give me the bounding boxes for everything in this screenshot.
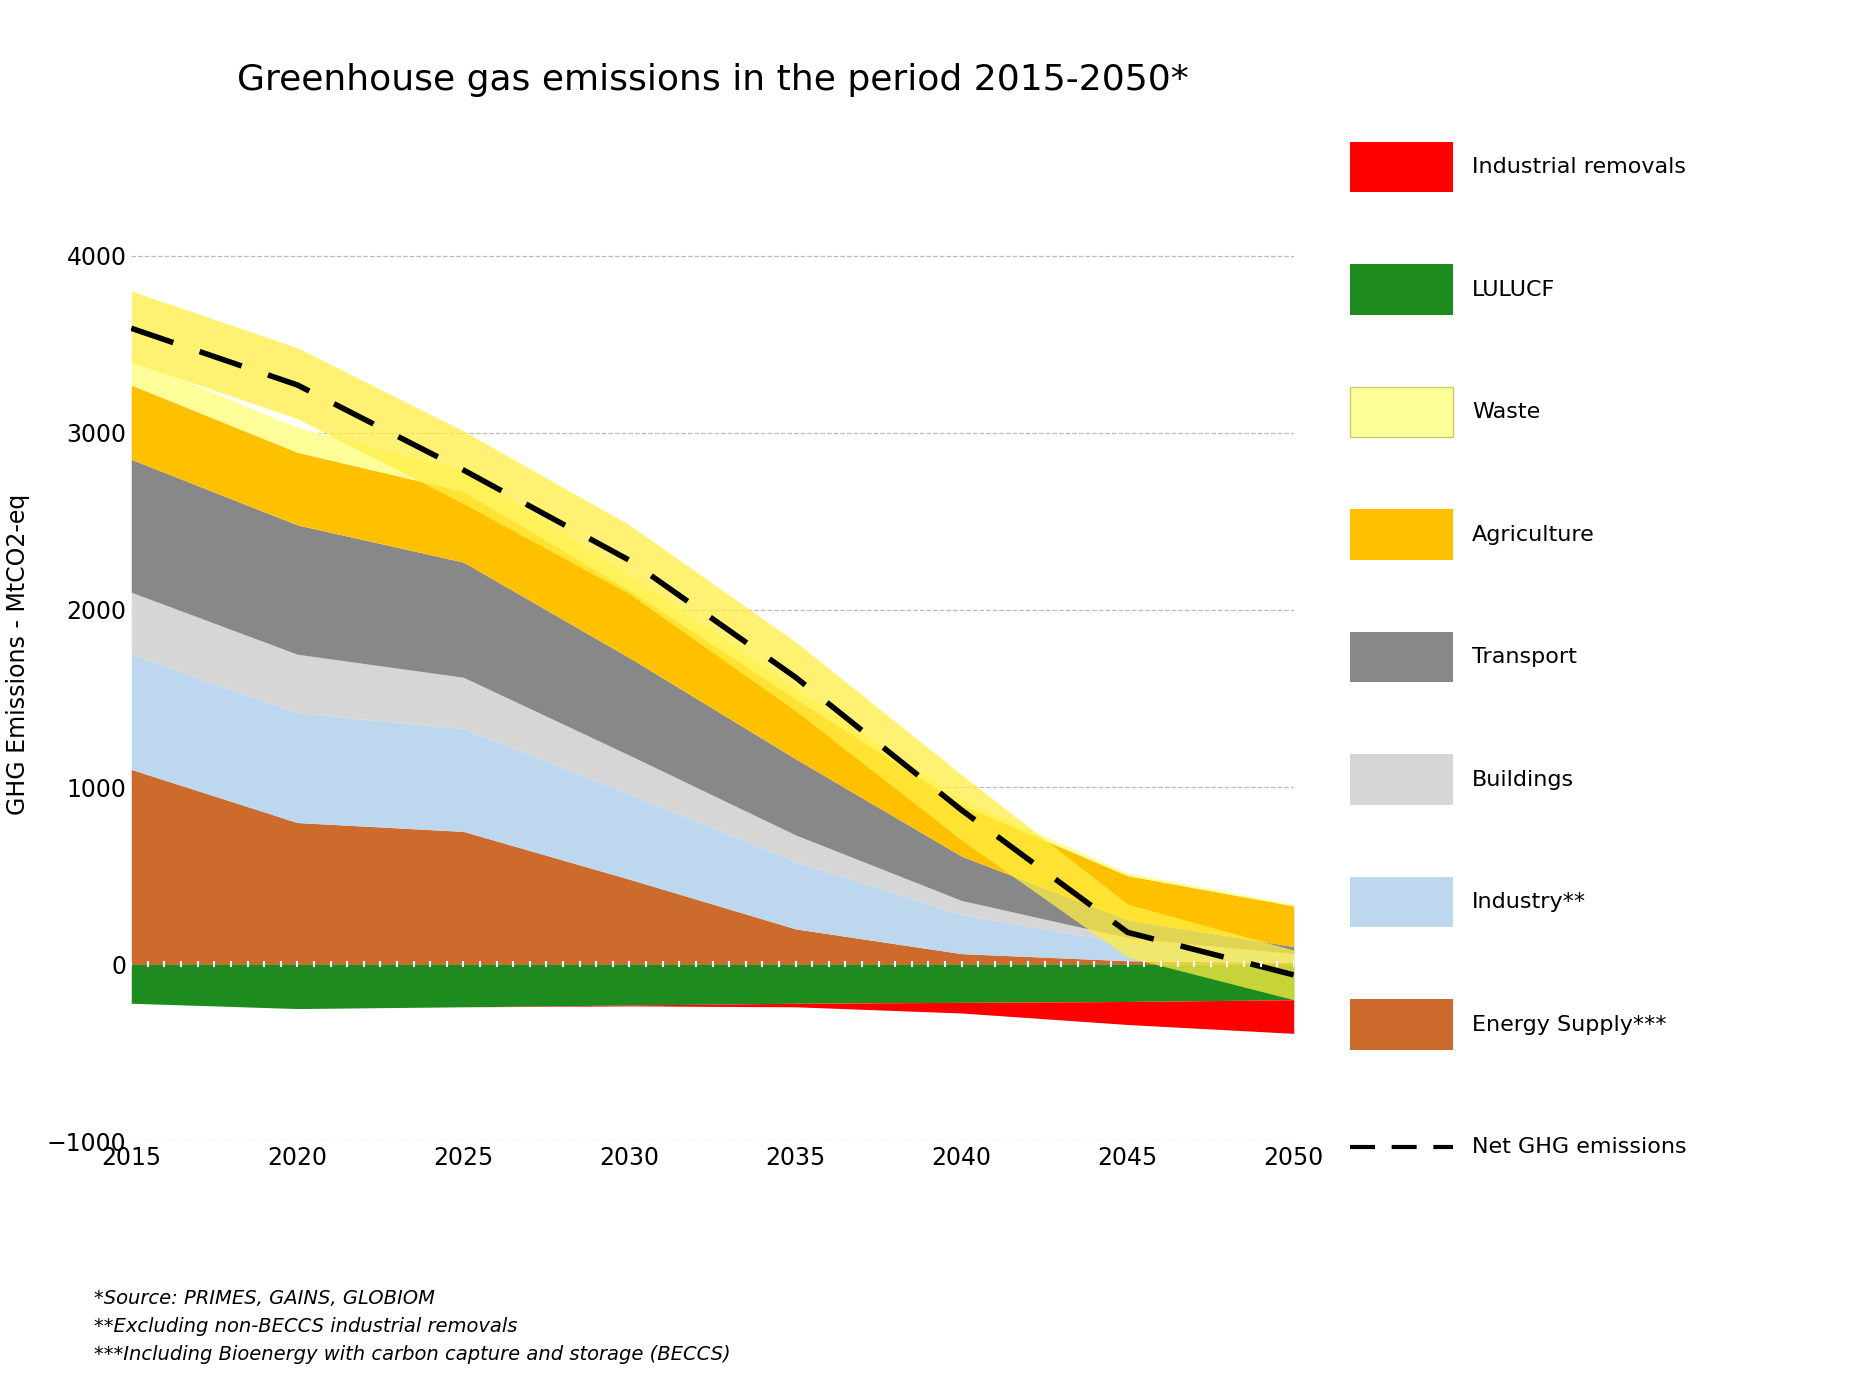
Text: *Source: PRIMES, GAINS, GLOBIOM
**Excluding non-BECCS industrial removals
***Inc: *Source: PRIMES, GAINS, GLOBIOM **Exclud…: [94, 1289, 731, 1364]
Text: Agriculture: Agriculture: [1472, 525, 1594, 544]
Text: Waste: Waste: [1472, 402, 1539, 422]
Text: LULUCF: LULUCF: [1472, 280, 1554, 299]
Text: Energy Supply***: Energy Supply***: [1472, 1015, 1667, 1034]
Text: Industrial removals: Industrial removals: [1472, 157, 1686, 177]
Text: Greenhouse gas emissions in the period 2015-2050*: Greenhouse gas emissions in the period 2…: [236, 64, 1189, 97]
Text: Transport: Transport: [1472, 647, 1577, 667]
Text: Industry**: Industry**: [1472, 892, 1586, 912]
Text: Net GHG emissions: Net GHG emissions: [1472, 1137, 1686, 1157]
Text: Buildings: Buildings: [1472, 770, 1573, 789]
Y-axis label: GHG Emissions - MtCO2-eq: GHG Emissions - MtCO2-eq: [6, 494, 30, 814]
